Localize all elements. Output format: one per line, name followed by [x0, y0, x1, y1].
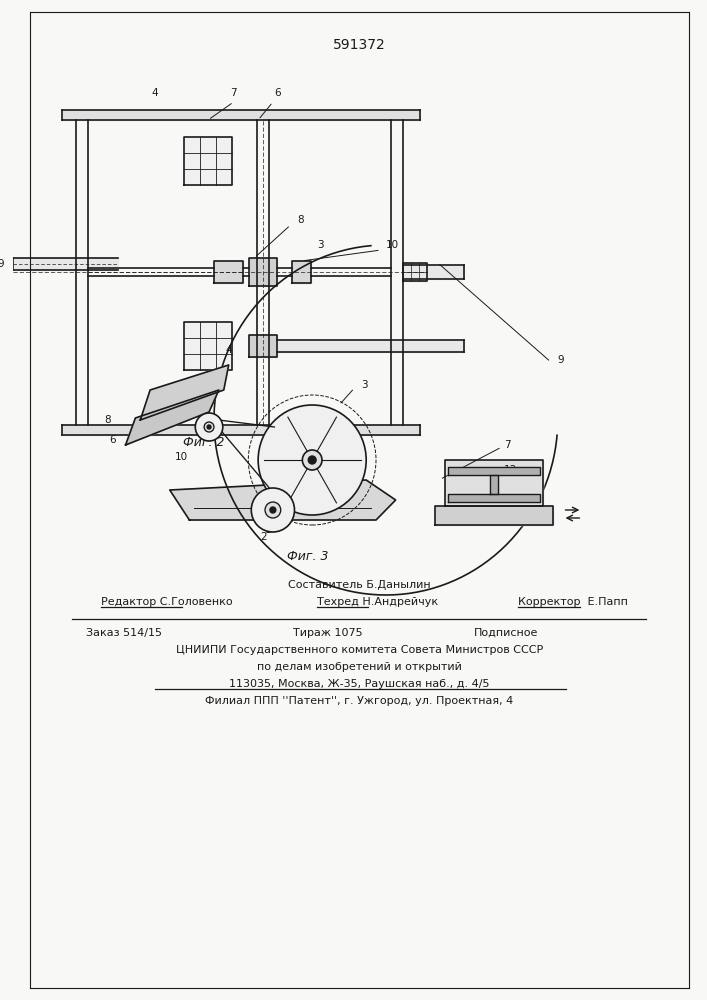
Polygon shape	[185, 137, 232, 185]
Polygon shape	[402, 265, 464, 279]
Text: Составитель Б.Данылин: Составитель Б.Данылин	[288, 580, 431, 590]
Text: Фиг. 2: Фиг. 2	[183, 436, 225, 448]
Text: Фиг. 3: Фиг. 3	[286, 550, 328, 564]
Polygon shape	[250, 335, 277, 357]
Circle shape	[207, 425, 211, 429]
Polygon shape	[277, 340, 464, 352]
Polygon shape	[448, 494, 540, 502]
Polygon shape	[140, 365, 228, 420]
Polygon shape	[62, 425, 420, 435]
Circle shape	[195, 413, 223, 441]
Text: 6: 6	[109, 435, 116, 445]
Text: 113035, Москва, Ж-35, Раушская наб., д. 4/5: 113035, Москва, Ж-35, Раушская наб., д. …	[229, 679, 489, 689]
Circle shape	[204, 422, 214, 432]
Text: 13: 13	[503, 465, 517, 475]
Text: ЦНИИПИ Государственного комитета Совета Министров СССР: ЦНИИПИ Государственного комитета Совета …	[176, 645, 543, 655]
Text: по делам изобретений и открытий: по делам изобретений и открытий	[257, 662, 462, 672]
Circle shape	[251, 488, 295, 532]
Polygon shape	[126, 390, 219, 445]
Text: 7: 7	[230, 88, 237, 98]
Polygon shape	[490, 475, 498, 494]
Circle shape	[308, 456, 316, 464]
Text: 8: 8	[104, 415, 111, 425]
Text: Филиал ППП ''Патент'', г. Ужгород, ул. Проектная, 4: Филиал ППП ''Патент'', г. Ужгород, ул. П…	[205, 696, 513, 706]
Text: 3: 3	[317, 240, 324, 250]
Text: 591372: 591372	[333, 38, 386, 52]
Text: 10: 10	[175, 452, 188, 462]
Polygon shape	[62, 110, 420, 120]
Text: Тираж 1075: Тираж 1075	[293, 628, 362, 638]
Polygon shape	[170, 480, 396, 520]
Text: 9: 9	[558, 355, 564, 365]
Text: 9: 9	[0, 259, 4, 269]
Text: 1: 1	[264, 525, 271, 535]
Text: 6: 6	[274, 88, 281, 98]
Polygon shape	[185, 322, 232, 370]
Text: 10: 10	[386, 240, 399, 250]
Text: 4: 4	[226, 345, 232, 355]
Text: Заказ 514/15: Заказ 514/15	[86, 628, 163, 638]
Circle shape	[270, 507, 276, 513]
Text: Редактор С.Головенко: Редактор С.Головенко	[101, 597, 233, 607]
Circle shape	[303, 450, 322, 470]
Text: Техред Н.Андрейчук: Техред Н.Андрейчук	[317, 597, 438, 607]
Polygon shape	[291, 261, 311, 283]
Text: 8: 8	[298, 215, 304, 225]
Polygon shape	[435, 506, 553, 525]
Polygon shape	[250, 258, 277, 286]
Text: Корректор  Е.Папп: Корректор Е.Папп	[518, 597, 629, 607]
Polygon shape	[13, 258, 117, 270]
Polygon shape	[448, 466, 540, 475]
Polygon shape	[402, 263, 427, 281]
Text: 3: 3	[361, 380, 368, 390]
Text: 7: 7	[503, 440, 510, 450]
Ellipse shape	[258, 405, 366, 515]
Polygon shape	[214, 261, 243, 283]
Text: 2: 2	[259, 532, 267, 542]
Text: Подписное: Подписное	[474, 628, 539, 638]
Circle shape	[265, 502, 281, 518]
Polygon shape	[445, 460, 543, 506]
Text: 4: 4	[152, 88, 158, 98]
